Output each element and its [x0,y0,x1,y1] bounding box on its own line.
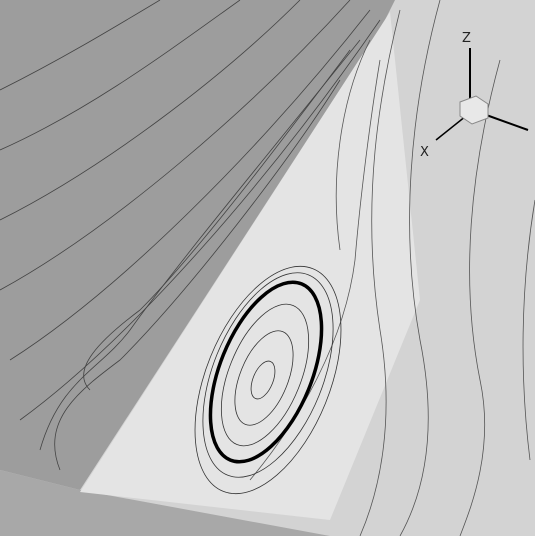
flow-visualization: Z X [0,0,535,536]
x-label: X [420,145,429,160]
z-label: Z [462,31,471,46]
